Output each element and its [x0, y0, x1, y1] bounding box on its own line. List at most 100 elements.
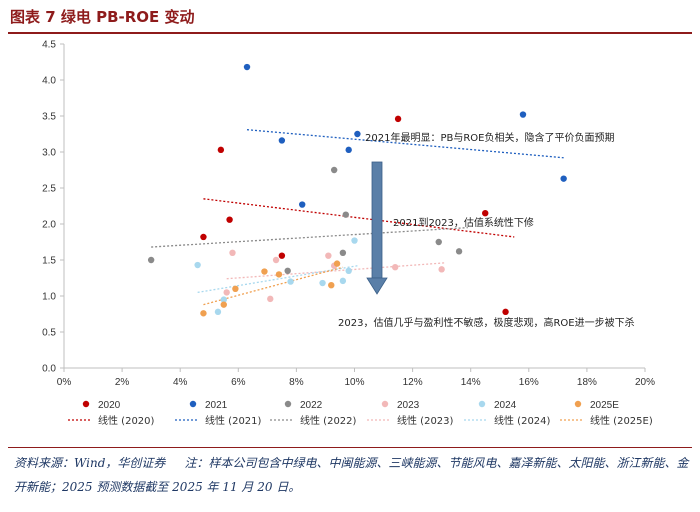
y-tick-label: 2.0	[42, 220, 56, 231]
annotation-2023: 2021到2023，估值系统性下修	[393, 216, 534, 229]
y-tick-label: 2.5	[42, 184, 56, 195]
point-2024	[287, 278, 294, 285]
point-2021	[345, 146, 352, 154]
point-2021	[243, 63, 251, 71]
axes: 0.0 0.5 1.0 1.5 2.0 2.5 3.0 3.5 4.0 4.5 0% 2% 4% 6% 8%…	[42, 40, 655, 389]
x-tick-label: 10%	[344, 377, 364, 388]
legend-label-2025e: 2025E	[590, 400, 619, 411]
legend-marker-2023	[381, 400, 389, 408]
y-tick-label: 4.0	[42, 76, 56, 87]
point-2022	[330, 166, 338, 174]
point-2025e	[220, 301, 227, 308]
footer-divider	[8, 447, 692, 448]
x-tick-label: 12%	[403, 377, 423, 388]
data-points	[147, 63, 567, 317]
y-tick-label: 3.0	[42, 148, 56, 159]
x-tick-label: 6%	[231, 377, 246, 388]
legend-marker-2024	[478, 400, 486, 408]
legend-trend-label-2020: 线性 (2020)	[98, 414, 155, 427]
point-2022	[455, 248, 463, 255]
legend-label-2022: 2022	[300, 400, 323, 411]
trendline-2020	[203, 198, 515, 238]
y-tick-label: 3.5	[42, 112, 56, 123]
point-2021	[278, 137, 286, 144]
point-2023	[391, 264, 399, 271]
x-tick-label: 4%	[173, 377, 188, 388]
annotation-2021: 2021年最明显：PB与ROE负相关，隐含了平价负面预期	[365, 131, 614, 144]
title-divider	[8, 32, 692, 34]
chart-title: 图表 7 绿电 PB-ROE 变动	[10, 8, 195, 26]
point-2022	[284, 267, 291, 274]
point-2023	[223, 289, 230, 296]
point-2022	[147, 256, 155, 264]
point-2020	[200, 233, 207, 241]
legend-label-2021: 2021	[205, 400, 228, 411]
point-2024	[345, 267, 352, 274]
point-2020	[217, 146, 225, 154]
legend: 2020 线性 (2020) 2021 线性 (2021) 2022 线性 (2022) 2…	[68, 400, 653, 427]
legend-trend-label-2021: 线性 (2021)	[205, 414, 262, 427]
point-2024	[319, 279, 326, 287]
point-2023	[438, 266, 445, 273]
x-tick-label: 16%	[519, 377, 539, 388]
pb-roe-chart: 0.0 0.5 1.0 1.5 2.0 2.5 3.0 3.5 4.0 4.5 0% 2% 4% 6% 8%…	[42, 40, 655, 428]
point-2022	[339, 249, 347, 256]
footer: 资料来源：Wind，华创证券 注：样本公司包含中绿电、中闽能源、三峡能源、节能风…	[14, 451, 690, 499]
x-tick-label: 2%	[115, 377, 130, 388]
point-2024	[339, 277, 347, 285]
y-tick-label: 0.0	[42, 364, 56, 375]
point-2022	[342, 211, 349, 218]
point-2020	[502, 308, 509, 316]
point-2020	[482, 210, 489, 217]
point-2024	[220, 296, 227, 303]
legend-marker-2021	[189, 400, 197, 408]
note-text: 注：样本公司包含中绿电、中闽能源、三峡能源、节能风电、嘉泽新能、太阳能、浙江新能…	[14, 456, 689, 494]
y-tick-label: 1.0	[42, 292, 56, 303]
point-2021	[354, 130, 361, 138]
x-tick-label: 8%	[289, 377, 304, 388]
legend-marker-2025e	[574, 400, 582, 408]
source-text: 资料来源：Wind，华创证券	[14, 456, 166, 470]
point-2025e	[275, 271, 283, 278]
point-2024	[214, 308, 222, 316]
point-2025e	[333, 260, 341, 267]
trendline-2022	[151, 226, 468, 248]
trendline-2023	[226, 262, 445, 280]
y-tick-label: 0.5	[42, 328, 56, 339]
x-tick-label: 14%	[461, 377, 481, 388]
x-tick-label: 0%	[57, 377, 72, 388]
legend-trend-label-2023: 线性 (2023)	[397, 414, 454, 427]
point-2021	[519, 111, 527, 118]
point-2025e	[200, 310, 207, 317]
point-2022	[435, 238, 442, 246]
point-2023	[229, 249, 236, 256]
point-2024	[194, 261, 201, 269]
legend-trend-label-2025e: 线性 (2025E)	[590, 414, 653, 427]
x-tick-label: 18%	[577, 377, 597, 388]
y-tick-label: 1.5	[42, 256, 56, 267]
point-2024	[351, 237, 358, 244]
x-tick-label: 20%	[635, 377, 655, 388]
point-2020	[226, 216, 233, 223]
point-2023	[267, 295, 274, 303]
trendlines	[151, 129, 564, 306]
point-2025e	[232, 285, 239, 292]
point-2025e	[261, 268, 268, 275]
legend-label-2020: 2020	[98, 400, 121, 411]
annotation-2025: 2023，估值几乎与盈利性不敏感，极度悲观，高ROE进一步被下杀	[338, 316, 635, 329]
legend-label-2024: 2024	[494, 400, 517, 411]
point-2023	[272, 256, 280, 264]
legend-trend-label-2022: 线性 (2022)	[300, 414, 357, 427]
point-2021	[560, 175, 567, 182]
legend-marker-2022	[284, 400, 292, 408]
trendline-2024	[197, 265, 358, 294]
legend-trend-label-2024: 线性 (2024)	[494, 414, 551, 427]
point-2020	[394, 115, 402, 123]
down-arrow	[366, 161, 388, 295]
point-2023	[325, 252, 332, 259]
point-2020	[278, 252, 286, 259]
trendline-2021	[246, 129, 564, 159]
legend-label-2023: 2023	[397, 400, 420, 411]
point-2025e	[328, 282, 335, 289]
y-tick-label: 4.5	[42, 40, 56, 51]
